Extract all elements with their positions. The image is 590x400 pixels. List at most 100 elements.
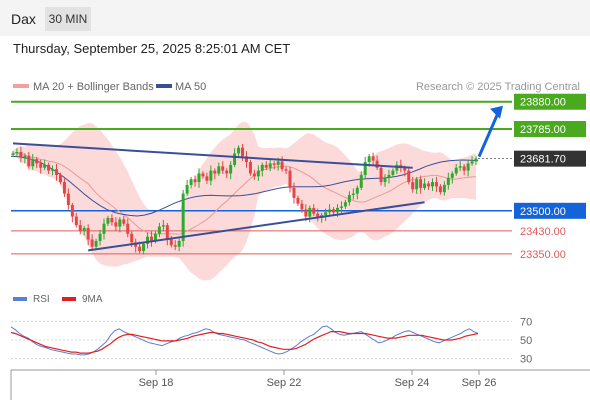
- candle-body: [62, 182, 66, 194]
- candle-body: [217, 166, 221, 174]
- candle-body: [256, 170, 260, 177]
- candle-body: [233, 153, 237, 165]
- sub-support-level-label: 23350.00: [520, 249, 566, 261]
- candle-body: [201, 173, 205, 177]
- level-lines-layer: [11, 100, 512, 255]
- candle-body: [430, 182, 434, 187]
- ma50-line: [10, 155, 479, 217]
- candle-body: [43, 164, 47, 168]
- resistance-level-label: 23785.00: [520, 124, 566, 136]
- trendline: [12, 142, 413, 169]
- candle-body: [371, 156, 375, 161]
- candle-body: [434, 182, 438, 187]
- sub-support-level-label: 23430.00: [520, 226, 566, 238]
- candle-body: [264, 164, 268, 168]
- candle-body: [363, 162, 367, 175]
- candle-body: [82, 228, 86, 231]
- candle-body: [272, 163, 276, 165]
- candle-body: [169, 239, 173, 246]
- trendline: [88, 201, 425, 252]
- current-price-label: 23681.70: [520, 154, 566, 166]
- candle-body: [106, 217, 110, 224]
- candle-body: [292, 187, 296, 198]
- candle-body: [391, 170, 395, 175]
- candle-body: [237, 147, 241, 154]
- candle-body: [94, 240, 98, 247]
- candle-body: [15, 151, 19, 154]
- candle-body: [312, 207, 316, 214]
- candle-body: [407, 170, 411, 183]
- candle-body: [19, 151, 23, 158]
- candle-body: [35, 159, 39, 164]
- candle-body: [288, 170, 292, 188]
- candle-body: [51, 169, 55, 171]
- candle-body: [474, 158, 478, 162]
- time-axis-label: Sep 22: [267, 377, 302, 389]
- candle-body: [74, 216, 78, 226]
- candle-body: [11, 153, 15, 155]
- candle-body: [229, 164, 233, 174]
- rsi-tick-label: 30: [520, 354, 532, 366]
- candle-body: [142, 243, 146, 251]
- candle-body: [114, 222, 118, 227]
- symbol-name: Dax: [11, 11, 36, 27]
- candle-body: [209, 170, 213, 181]
- bollinger-band-area: [13, 121, 476, 281]
- candle-body: [55, 169, 59, 175]
- candle-body: [157, 226, 161, 234]
- candle-body: [427, 183, 431, 187]
- legend-label-ma50: MA 50: [175, 81, 206, 93]
- time-axis-label: Sep 24: [395, 377, 430, 389]
- candle-body: [78, 225, 82, 231]
- candle-body: [347, 195, 351, 203]
- timeframe-selector[interactable]: 30 MIN: [45, 7, 91, 31]
- candle-body: [470, 161, 474, 164]
- rsi-series-line: [10, 331, 479, 354]
- credit-text: Research © 2025 Trading Central: [416, 81, 580, 93]
- candle-body: [161, 225, 165, 227]
- candle-body: [47, 164, 51, 171]
- candle-body: [375, 160, 379, 168]
- rsi-panel: 70 50 30: [10, 316, 532, 366]
- candle-body: [197, 173, 201, 183]
- price-label-layer: 23880.00 23785.00 23681.70 23500.00 23430.00…: [514, 93, 586, 261]
- candle-body: [185, 184, 189, 194]
- candle-body: [450, 173, 454, 178]
- candle-body: [466, 163, 470, 171]
- candle-body: [458, 166, 462, 168]
- candle-body: [280, 161, 284, 170]
- candle-body: [244, 156, 248, 163]
- candle-body: [193, 179, 197, 183]
- candle-body: [462, 166, 466, 171]
- candle-body: [149, 236, 153, 241]
- legend-swatch-rsi: [13, 297, 27, 301]
- candle-body: [383, 177, 387, 183]
- candle-body: [379, 167, 383, 183]
- candle-body: [102, 223, 106, 234]
- candle-body: [31, 159, 35, 167]
- projection-arrow-shaft: [477, 110, 501, 158]
- candle-body: [86, 228, 90, 240]
- candle-body: [130, 233, 134, 243]
- candle-body: [181, 193, 185, 241]
- resistance-level-label: 23880.00: [520, 97, 566, 109]
- candle-body: [438, 186, 442, 193]
- candle-body: [153, 233, 157, 241]
- candle-body: [110, 217, 114, 223]
- bollinger-band-layer: [13, 121, 476, 281]
- legend-label-bollinger: MA 20 + Bollinger Bands: [33, 81, 154, 93]
- candle-body: [98, 233, 102, 241]
- candle-body: [39, 163, 43, 168]
- candle-body: [268, 163, 272, 168]
- candle-body: [225, 170, 229, 174]
- legend-label-rsi: RSI: [33, 294, 50, 305]
- candle-body: [343, 202, 347, 207]
- candle-body: [387, 174, 391, 178]
- support-label-bg: [514, 202, 586, 219]
- resistance-label-bg: [514, 93, 586, 110]
- ma20-line: [12, 152, 477, 235]
- candle-body: [446, 177, 450, 185]
- candle-body: [284, 169, 288, 171]
- time-axis-label: Sep 26: [462, 377, 497, 389]
